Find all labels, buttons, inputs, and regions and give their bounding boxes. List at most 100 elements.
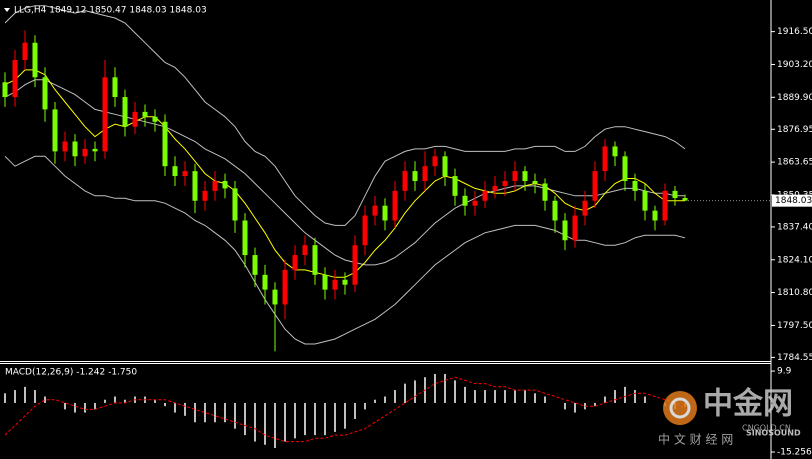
candle-body (512, 171, 518, 181)
candle-body (12, 60, 18, 98)
y-tick-label: 1784.55 (777, 353, 812, 363)
candle-body (352, 245, 358, 285)
candle-body (292, 255, 298, 270)
candle-body (532, 181, 538, 184)
candle-body (32, 42, 38, 78)
menu-arrow[interactable] (4, 8, 10, 12)
candle-body (92, 148, 98, 152)
bollinger-band (4, 79, 685, 266)
candle-body (222, 181, 228, 189)
candle-body (392, 190, 398, 221)
candle-body (502, 181, 508, 186)
y-tick-label: 1810.80 (777, 288, 812, 298)
y-tick-label: -15.256 (777, 448, 812, 458)
macd-signal (4, 376, 686, 443)
candle-body (522, 171, 528, 181)
y-tick-label: 9.9 (777, 367, 792, 377)
chart-title: LLG,H4 1849.12 1850.47 1848.03 1848.03 (14, 6, 207, 16)
candle-body (622, 156, 628, 181)
candle-body (472, 200, 478, 206)
y-tick-label: 1863.65 (777, 158, 812, 168)
bollinger-band (4, 155, 686, 345)
candle-body (652, 210, 658, 221)
candle-body (562, 220, 568, 241)
candle-body (172, 166, 178, 177)
candle-body (642, 190, 648, 211)
candle-body (202, 190, 208, 201)
y-tick-label: 1837.40 (777, 222, 812, 232)
watermark-sub: SINOSOUND (746, 429, 801, 438)
candle-body (402, 171, 408, 191)
candle-body (592, 171, 598, 201)
candle-body (682, 197, 688, 201)
candle-body (442, 156, 448, 177)
candle-body (72, 141, 78, 157)
candle-body (132, 111, 138, 127)
watermark-brand: 中金网 (703, 387, 793, 422)
candle-body (182, 171, 188, 177)
y-tick-label: 1903.20 (777, 60, 812, 70)
watermark-domain: CNGOLD.CN (742, 424, 791, 433)
watermark-tagline: 中 文 财 经 网 (658, 432, 733, 447)
candle-body (362, 215, 368, 246)
candle-body (542, 183, 548, 201)
candle-body (122, 97, 128, 127)
candle-body (432, 156, 438, 167)
candle-body (452, 176, 458, 196)
candle-body (602, 146, 608, 172)
candle-body (422, 166, 428, 181)
candle-body (232, 188, 238, 221)
candle-body (112, 77, 118, 98)
current-price-label: 1848.03 (775, 196, 812, 206)
candle-body (342, 279, 348, 285)
candle-body (272, 289, 278, 305)
candle-body (252, 255, 258, 275)
bollinger-band (4, 5, 686, 226)
candle-body (462, 195, 468, 206)
candle-body (382, 205, 388, 221)
candle-body (632, 181, 638, 191)
candle-body (312, 245, 318, 275)
candle-body (612, 146, 618, 157)
candle-body (242, 220, 248, 256)
candle-body (2, 82, 8, 98)
watermark: 中金网 CNGOLD.CN SINOSOUND 中 文 财 经 网 (658, 387, 801, 447)
y-tick-label: 1824.10 (777, 255, 812, 265)
candle-body (482, 190, 488, 201)
plot-area (2, 5, 771, 448)
candle-body (82, 148, 88, 157)
candle-body (62, 141, 68, 152)
candle-body (142, 111, 148, 117)
candle-body (152, 116, 158, 122)
candle-body (42, 77, 48, 110)
candle-body (372, 205, 378, 216)
candle-body (582, 200, 588, 216)
y-tick-label: 1916.50 (777, 27, 812, 37)
candle-body (322, 274, 328, 290)
candle-body (212, 181, 218, 191)
watermark-logo (663, 391, 697, 425)
candle-body (672, 190, 678, 198)
current-price-box (772, 194, 812, 207)
watermark-logo-ring (669, 397, 691, 419)
candle-body (282, 269, 288, 305)
candle-body (262, 274, 268, 290)
candle-body (412, 171, 418, 181)
candle-body (192, 171, 198, 201)
candle-body (102, 77, 108, 152)
candle-body (302, 245, 308, 256)
candle-body (332, 279, 338, 290)
y-tick-label: 1876.95 (777, 125, 812, 135)
candle-body (162, 121, 168, 167)
candle-body (492, 185, 498, 191)
candle-body (552, 200, 558, 221)
candle-body (52, 109, 58, 152)
y-tick-label: 1797.50 (777, 321, 812, 331)
macd-title: MACD(12,26,9) -1.242 -1.750 (5, 368, 137, 378)
candle-body (662, 190, 668, 221)
candle-body (22, 42, 28, 61)
y-tick-label: 1889.90 (777, 93, 812, 103)
candle-body (572, 215, 578, 241)
